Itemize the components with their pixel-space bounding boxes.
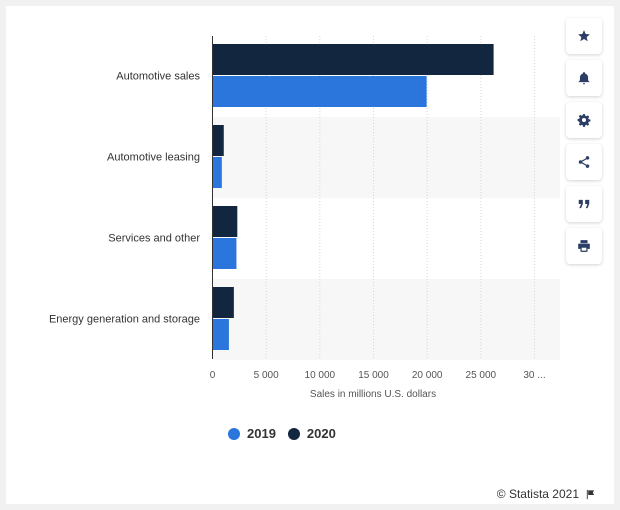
bar-2019-4[interactable] (212, 319, 229, 350)
category-labels: Automotive sales Automotive leasing Servic… (49, 71, 201, 326)
print-button[interactable] (566, 228, 602, 264)
legend-item-2019[interactable]: 2019 (228, 426, 276, 441)
bar-2020-1[interactable] (212, 44, 494, 75)
bar-2019-1[interactable] (212, 76, 427, 107)
category-label: Services and other (108, 233, 200, 245)
legend-swatch-2019 (228, 427, 240, 440)
chart-legend: 2019 2020 (228, 426, 348, 441)
category-label: Automotive sales (116, 71, 200, 83)
bar-2019-3[interactable] (212, 238, 237, 269)
x-axis-title: Sales in millions U.S. dollars (310, 389, 436, 400)
bar-2020-3[interactable] (212, 206, 238, 237)
flag-icon (586, 489, 595, 499)
statista-credit[interactable]: © Statista 2021 (497, 487, 596, 501)
legend-swatch-2020 (287, 427, 300, 440)
bell-icon (578, 72, 590, 85)
bars (212, 44, 494, 350)
gear-icon (577, 114, 591, 127)
legend-label-2019: 2019 (247, 426, 276, 441)
x-tick-label: 20 000 (412, 370, 443, 381)
legend-label-2020: 2020 (306, 426, 336, 441)
bar-2020-4[interactable] (212, 287, 234, 318)
x-tick-label: 30 ... (523, 370, 545, 381)
category-label: Automotive leasing (107, 152, 200, 164)
legend-item-2020[interactable]: 2020 (287, 426, 336, 441)
x-tick-label: 15 000 (358, 370, 389, 381)
x-tick-label: 25 000 (466, 370, 497, 381)
credit-text: © Statista 2021 (496, 487, 579, 501)
bar-2019-2[interactable] (212, 157, 222, 188)
settings-button[interactable] (566, 102, 602, 138)
x-tick-label: 10 000 (305, 370, 336, 381)
print-icon (578, 240, 590, 252)
category-label: Energy generation and storage (49, 314, 200, 326)
category-band (212, 117, 560, 198)
notification-button[interactable] (566, 60, 602, 96)
share-button[interactable] (566, 144, 602, 180)
quote-icon (578, 199, 590, 209)
share-icon (578, 156, 590, 168)
x-tick-label: 5 000 (254, 370, 279, 381)
cite-button[interactable] (566, 186, 602, 222)
category-band (212, 279, 560, 360)
category-bands (212, 117, 560, 360)
bar-2020-2[interactable] (212, 125, 224, 156)
star-icon (578, 30, 590, 42)
x-tick-label: 0 (210, 370, 216, 381)
x-tick-labels: 0 5 000 10 000 15 000 20 000 25 000 30 ... (210, 370, 546, 381)
favorite-button[interactable] (566, 18, 602, 54)
